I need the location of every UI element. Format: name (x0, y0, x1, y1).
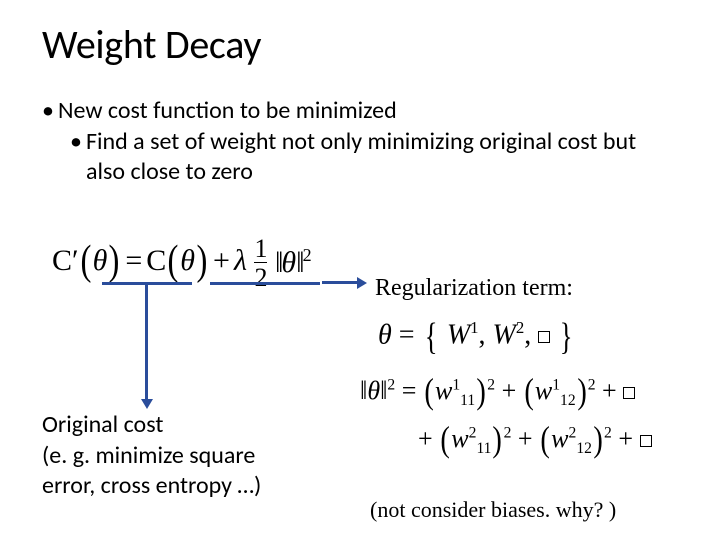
arrow-right-icon (322, 281, 358, 284)
bullet-level-1: New cost function to be minimized (42, 96, 678, 127)
plus-5: + (618, 424, 633, 453)
callout-bias-note: (not consider biases. why? ) (370, 497, 616, 523)
placeholder-box-icon-3 (640, 435, 652, 447)
formula-norm: ‖θ‖2 (275, 246, 312, 280)
norm-theta: θ (367, 376, 380, 405)
theta-equals: = (399, 319, 415, 350)
theta-symbol: θ (378, 319, 392, 350)
orig-line-3: error, cross entropy …) (42, 471, 261, 502)
plus-1: + (502, 376, 517, 405)
theta-w1: W (447, 319, 470, 350)
callout-regularization-label: Regularization term: (375, 275, 573, 302)
sq-4: 2 (604, 424, 612, 441)
plus-2: + (602, 376, 617, 405)
norm-w11: w (435, 376, 452, 405)
orig-line-2: (e. g. minimize square (42, 441, 261, 472)
bullet-list: New cost function to be minimized Find a… (42, 96, 678, 188)
norm-w12-sub: 12 (560, 392, 576, 409)
sq-2: 2 (588, 376, 596, 393)
equation-norm-expansion-1: ‖θ‖2 = (w111)2 + (w112)2 + (360, 372, 635, 414)
theta-w2-sup: 2 (516, 318, 524, 337)
placeholder-box-icon-2 (623, 387, 635, 399)
norm-w212-sub: 12 (576, 440, 592, 457)
norm-w211-sub: 11 (476, 440, 491, 457)
norm-eq: = (402, 376, 417, 405)
placeholder-box-icon (538, 331, 550, 343)
formula-lambda: λ (234, 244, 247, 277)
formula-c: C (146, 244, 166, 277)
callout-original-cost: Original cost (e. g. minimize square err… (42, 410, 261, 502)
plus-3: + (418, 424, 433, 453)
theta-w2: W (493, 319, 516, 350)
theta-w1-sup: 1 (470, 318, 478, 337)
slide-title: Weight Decay (42, 22, 678, 68)
norm-exp: 2 (387, 376, 395, 393)
norm-w11-sub: 11 (460, 392, 475, 409)
sq-1: 2 (487, 376, 495, 393)
plus-4: + (518, 424, 533, 453)
equation-theta-set: θ = { W1, W2, } (378, 315, 576, 359)
underline-regularization (210, 282, 320, 285)
norm-w12-sup: 1 (552, 376, 560, 393)
slide-root: Weight Decay New cost function to be min… (0, 0, 720, 540)
orig-line-1: Original cost (42, 410, 261, 441)
bullet-level-2: Find a set of weight not only minimizing… (70, 127, 678, 188)
norm-w11-sup: 1 (452, 376, 460, 393)
sq-3: 2 (504, 424, 512, 441)
formula-theta-rhs: θ (180, 244, 195, 277)
norm-w212: w (551, 424, 568, 453)
formula-c-prime: C′ (52, 244, 79, 277)
norm-w211-sup: 2 (469, 424, 477, 441)
formula-theta-lhs: θ (93, 244, 108, 277)
equation-norm-expansion-2: + (w211)2 + (w212)2 + (418, 420, 652, 462)
formula-plus: + (209, 244, 234, 277)
formula-norm-theta: θ (281, 246, 296, 279)
norm-w211: w (451, 424, 468, 453)
arrow-down-icon (145, 285, 148, 400)
frac-den: 2 (254, 262, 267, 291)
frac-num: 1 (254, 234, 267, 263)
norm-w212-sup: 2 (569, 424, 577, 441)
norm-w12: w (535, 376, 552, 405)
formula-norm-exp: 2 (303, 245, 312, 265)
